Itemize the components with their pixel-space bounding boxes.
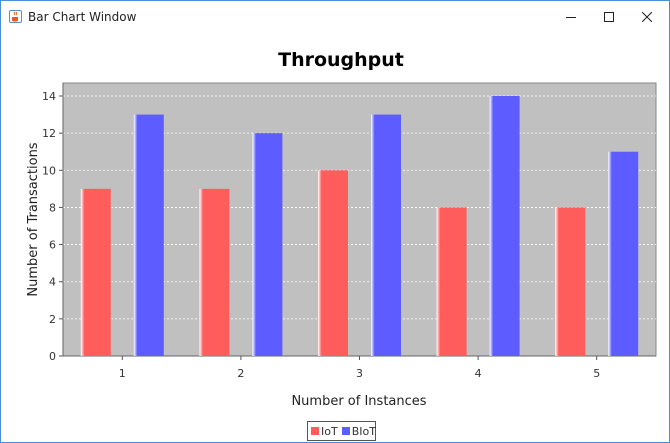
close-icon bbox=[642, 12, 652, 22]
y-tick-label: 0 bbox=[49, 350, 56, 363]
minimize-button[interactable] bbox=[552, 1, 590, 33]
x-tick-label: 5 bbox=[593, 367, 600, 380]
y-tick-label: 8 bbox=[49, 201, 56, 214]
y-tick-label: 12 bbox=[42, 127, 56, 140]
chart-legend: IoT BIoT bbox=[307, 421, 376, 441]
bar-biot-4 bbox=[489, 96, 520, 356]
bar-iot-5 bbox=[555, 207, 586, 356]
close-button[interactable] bbox=[628, 1, 666, 33]
y-tick-label: 10 bbox=[42, 164, 56, 177]
bar-iot-1 bbox=[80, 188, 111, 356]
legend-item-iot: IoT bbox=[311, 425, 338, 438]
y-tick-label: 14 bbox=[42, 90, 56, 103]
legend-label-biot: BIoT bbox=[351, 424, 376, 438]
y-tick-label: 2 bbox=[49, 313, 56, 326]
bar-biot-5 bbox=[608, 151, 639, 356]
java-coffee-icon bbox=[9, 10, 22, 23]
bar-iot-4 bbox=[436, 207, 467, 356]
chart-title: Throughput bbox=[278, 49, 404, 71]
y-tick-label: 6 bbox=[49, 239, 56, 252]
x-tick-label: 4 bbox=[475, 367, 482, 380]
x-tick-label: 1 bbox=[119, 367, 126, 380]
y-axis-label: Number of Transactions bbox=[26, 142, 41, 296]
minimize-icon bbox=[566, 17, 576, 18]
window-title: Bar Chart Window bbox=[28, 10, 137, 24]
bar-biot-3 bbox=[371, 114, 401, 356]
y-tick-label: 4 bbox=[49, 276, 56, 289]
legend-label-iot: IoT bbox=[321, 424, 338, 438]
x-tick-label: 2 bbox=[237, 367, 244, 380]
legend-swatch-biot bbox=[341, 427, 350, 435]
bar-biot-1 bbox=[133, 114, 164, 356]
maximize-button[interactable] bbox=[590, 1, 628, 33]
bar-iot-2 bbox=[199, 188, 230, 356]
title-bar[interactable]: Bar Chart Window bbox=[1, 1, 669, 33]
x-axis-label: Number of Instances bbox=[291, 394, 426, 409]
legend-swatch-iot bbox=[311, 427, 319, 435]
legend-item-biot: BIoT bbox=[341, 424, 376, 438]
maximize-icon bbox=[604, 12, 614, 22]
bar-biot-2 bbox=[252, 133, 283, 356]
bar-iot-3 bbox=[318, 170, 348, 356]
x-tick-label: 3 bbox=[356, 367, 363, 380]
